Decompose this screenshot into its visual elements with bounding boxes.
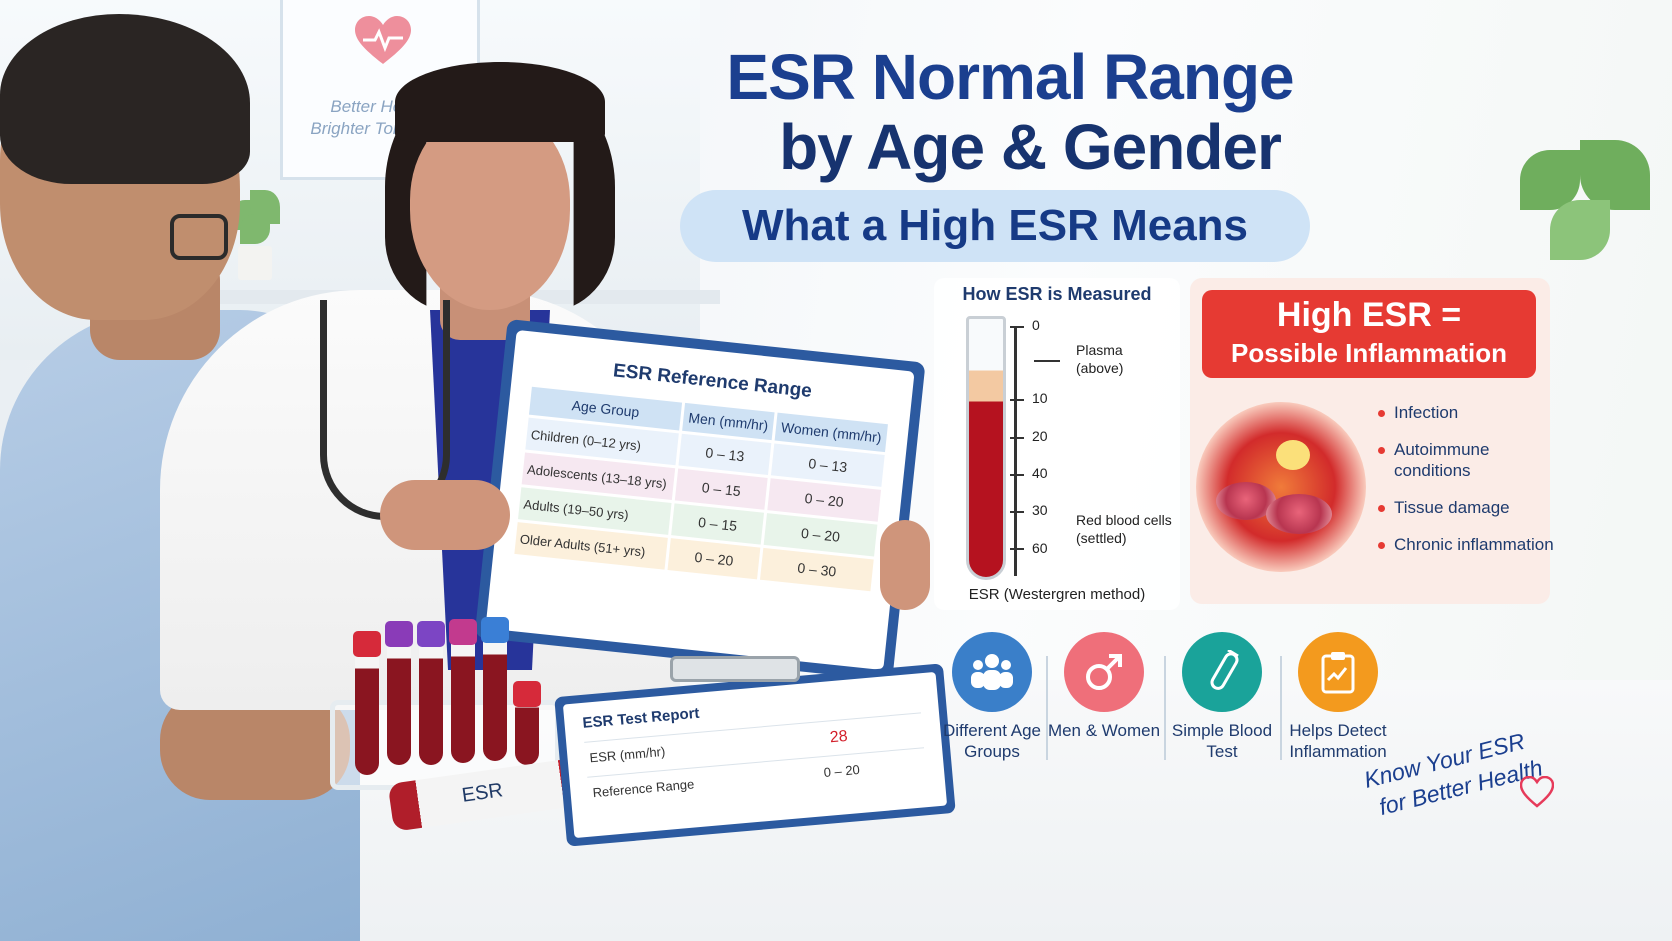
cause-item: Autoimmune conditions — [1376, 439, 1556, 481]
westergren-tube-icon — [966, 316, 1006, 580]
scale-tick — [1010, 326, 1024, 328]
men-range-cell: 0 – 15 — [674, 468, 768, 510]
scale-tick — [1010, 474, 1024, 476]
divider — [1046, 656, 1048, 760]
feature-simple-test: Simple Blood Test — [1164, 632, 1280, 762]
scale-label: 30 — [1032, 502, 1048, 518]
cause-item: Chronic inflammation — [1376, 534, 1556, 555]
test-tube-icon — [449, 619, 477, 763]
subtitle-pill — [680, 190, 1310, 262]
measurement-title: How ESR is Measured — [962, 284, 1152, 304]
feature-label: Helps Detect Inflammation — [1289, 721, 1387, 761]
plant-right — [1500, 140, 1670, 300]
feature-label: Simple Blood Test — [1171, 721, 1273, 761]
reference-clipboard: ESR Reference Range Age Group Men (mm/hr… — [474, 318, 926, 682]
feature-men-women: Men & Women — [1046, 632, 1162, 741]
scale-label: 10 — [1032, 390, 1048, 406]
high-esr-banner — [1202, 290, 1536, 378]
heart-outline-icon — [1520, 776, 1554, 808]
test-tube-icon — [1182, 632, 1262, 712]
high-esr-subtitle: Possible Inflammation — [1231, 338, 1507, 368]
high-esr-title: High ESR = — [1276, 296, 1462, 334]
test-tube-icon — [417, 621, 445, 765]
scale-axis — [1014, 326, 1017, 576]
feature-label: Different Age Groups — [943, 721, 1041, 761]
measurement-footer: ESR (Westergren method) — [968, 586, 1146, 603]
cause-item: Tissue damage — [1376, 497, 1556, 518]
patient-hair — [0, 14, 250, 184]
tube-label: ESR — [460, 779, 505, 807]
male-symbol-icon — [1064, 632, 1144, 712]
report-value: 0 – 20 — [823, 761, 861, 781]
page-subtitle: What a High ESR Means — [741, 201, 1249, 250]
scale-label: 20 — [1032, 428, 1048, 444]
test-tube-icon — [481, 617, 509, 761]
feature-label: Men & Women — [1047, 721, 1161, 740]
reference-table: Age Group Men (mm/hr) Women (mm/hr) Chil… — [511, 384, 891, 595]
test-tube-icon — [385, 621, 413, 765]
scale-tick — [1010, 548, 1024, 550]
feature-detect-inflammation: Helps Detect Inflammation — [1280, 632, 1396, 762]
cause-item: Infection — [1376, 402, 1556, 423]
men-range-cell: 0 – 20 — [667, 538, 761, 580]
doctor-face — [410, 110, 570, 310]
scale-tick — [1010, 437, 1024, 439]
scale-label: 0 — [1032, 317, 1040, 333]
page-title-line-1: ESR Normal Range — [726, 41, 1294, 113]
page-title-line-2: by Age & Gender — [779, 111, 1282, 183]
clipboard-clip — [670, 656, 800, 682]
heart-icon — [355, 16, 411, 64]
divider — [1164, 656, 1166, 760]
scale-label: 40 — [1032, 465, 1048, 481]
scale-label: 60 — [1032, 540, 1048, 556]
doctor-hand — [880, 520, 930, 610]
glasses-icon — [170, 214, 228, 260]
report-label: Reference Range — [592, 776, 695, 801]
test-tube-icon — [513, 681, 541, 765]
scale-tick — [1010, 511, 1024, 513]
inflamed-cells-icon — [1196, 402, 1366, 572]
clipboard-icon — [1298, 632, 1378, 712]
feature-age-groups: Different Age Groups — [934, 632, 1050, 762]
scale-tick — [1010, 399, 1024, 401]
doctor-hand-pen — [380, 480, 510, 550]
men-range-cell: 0 – 13 — [678, 433, 772, 475]
cause-list: Infection Autoimmune conditions Tissue d… — [1376, 402, 1556, 571]
men-range-cell: 0 – 15 — [671, 503, 764, 545]
plasma-label: Plasma (above) — [1076, 342, 1124, 376]
doctor-hair-top — [395, 62, 605, 142]
divider — [1280, 656, 1282, 760]
group-people-icon — [952, 632, 1032, 712]
arrow-icon — [1034, 360, 1060, 362]
rbc-label: Red blood cells (settled) — [1076, 512, 1172, 546]
test-tube-icon — [353, 631, 381, 775]
